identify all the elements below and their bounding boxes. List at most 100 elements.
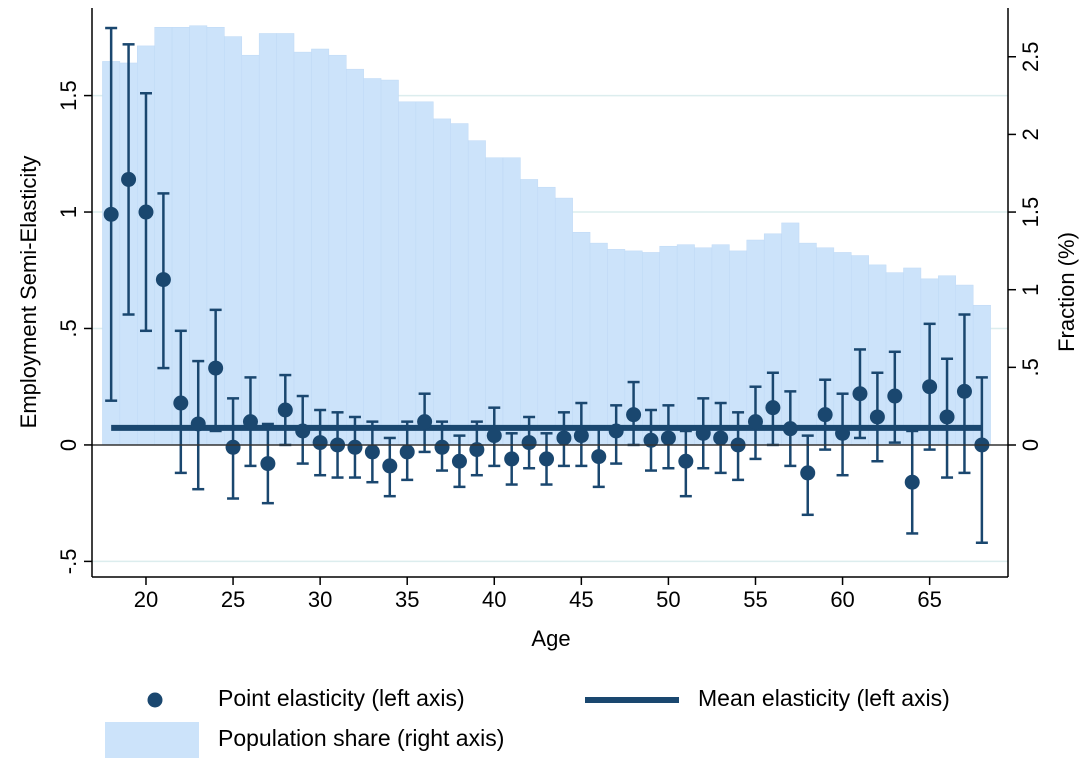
point (939, 409, 955, 425)
point (713, 430, 729, 446)
point (835, 425, 851, 441)
bar (520, 179, 539, 446)
point (556, 430, 572, 446)
x-axis-label: Age (531, 626, 570, 651)
point (869, 409, 885, 425)
y2-tick-label: 0 (1018, 439, 1043, 451)
point (190, 416, 206, 432)
point (242, 414, 258, 430)
point (608, 423, 624, 439)
bar (311, 48, 330, 446)
point (817, 407, 833, 423)
y-tick-label: 0 (56, 439, 81, 451)
point (347, 439, 363, 455)
legend-marker (105, 722, 199, 758)
point (887, 388, 903, 404)
bar (798, 242, 817, 446)
point (364, 444, 380, 460)
x-tick-label: 25 (221, 587, 245, 612)
legend-label: Mean elasticity (left axis) (698, 685, 950, 711)
bar (328, 54, 347, 446)
bar (398, 101, 417, 446)
point (539, 451, 555, 467)
y2-tick-label: 1 (1018, 284, 1043, 296)
point (678, 453, 694, 469)
x-tick-label: 40 (482, 587, 506, 612)
point (469, 442, 485, 458)
point (208, 360, 224, 376)
point (138, 204, 154, 220)
bar (485, 157, 504, 446)
point (260, 456, 276, 472)
point (173, 395, 189, 411)
y2-tick-label: 1.5 (1018, 197, 1043, 228)
bar (537, 186, 556, 446)
point (765, 400, 781, 416)
legend-label: Point elasticity (left axis) (218, 685, 465, 711)
x-tick-label: 55 (743, 587, 767, 612)
point (573, 428, 589, 444)
bar (502, 157, 521, 446)
bar (363, 78, 382, 446)
point (800, 465, 816, 481)
point (643, 432, 659, 448)
point (521, 435, 537, 451)
point (417, 414, 433, 430)
point (747, 414, 763, 430)
point (434, 439, 450, 455)
point (382, 458, 398, 474)
y-tick-label: -.5 (56, 549, 81, 575)
y2-axis-label: Fraction (%) (1054, 232, 1079, 352)
x-tick-label: 35 (395, 587, 419, 612)
bar (293, 51, 312, 446)
bar (467, 140, 486, 446)
point (312, 435, 328, 451)
bar (676, 244, 695, 446)
point (922, 379, 938, 395)
x-tick-label: 45 (569, 587, 593, 612)
point (121, 171, 137, 187)
point (399, 444, 415, 460)
bar (554, 197, 573, 446)
bar (346, 68, 364, 446)
y-tick-label: .5 (56, 319, 81, 337)
bar (433, 118, 451, 446)
y2-tick-label: 2.5 (1018, 41, 1043, 72)
legend-marker (147, 692, 163, 708)
y2-tick-label: .5 (1018, 358, 1043, 376)
error-bar (975, 376, 988, 545)
bar (903, 267, 922, 446)
bar (380, 79, 399, 446)
x-tick-label: 60 (830, 587, 854, 612)
point (225, 439, 241, 455)
point (451, 453, 467, 469)
bar (224, 36, 243, 446)
point (591, 449, 607, 465)
point (155, 272, 171, 288)
point (782, 421, 798, 437)
point (695, 425, 711, 441)
point (504, 451, 520, 467)
point (852, 386, 868, 402)
x-tick-label: 20 (134, 587, 158, 612)
y-tick-label: 1 (56, 206, 81, 218)
bar (258, 33, 277, 446)
x-tick-label: 50 (656, 587, 680, 612)
point (626, 407, 642, 423)
point (103, 206, 119, 222)
bar (450, 123, 469, 446)
y-tick-label: 1.5 (56, 80, 81, 111)
point (277, 402, 293, 418)
point (904, 474, 920, 490)
y-axis-label: Employment Semi-Elasticity (16, 156, 41, 429)
point (956, 383, 972, 399)
x-tick-label: 30 (308, 587, 332, 612)
y2-tick-label: 2 (1018, 128, 1043, 140)
point (486, 428, 502, 444)
x-tick-label: 65 (917, 587, 941, 612)
bar (589, 242, 608, 446)
legend-label: Population share (right axis) (218, 725, 504, 751)
point (295, 423, 311, 439)
